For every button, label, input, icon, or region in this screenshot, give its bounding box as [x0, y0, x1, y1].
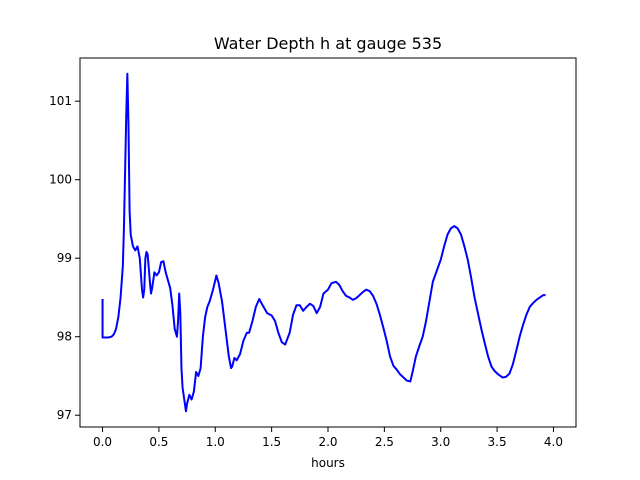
x-tick-label: 2.5	[375, 435, 394, 449]
x-tick-label: 1.5	[262, 435, 281, 449]
chart-title: Water Depth h at gauge 535	[214, 34, 442, 53]
x-tick-label: 0.0	[93, 435, 112, 449]
y-tick-label: 97	[57, 408, 72, 422]
x-axis-label: hours	[311, 456, 345, 470]
y-tick-label: 99	[57, 251, 72, 265]
x-tick-label: 3.5	[488, 435, 507, 449]
x-tick-label: 3.0	[431, 435, 450, 449]
x-tick-label: 4.0	[544, 435, 563, 449]
y-tick-label: 101	[49, 94, 72, 108]
plot-frame	[79, 57, 577, 428]
y-tick-label: 98	[57, 330, 72, 344]
axis-ticks-layer: 0.0 0.5 1.0 1.5 2.0 2.5 3.0 3.5 4.0 97 98 99 100 101	[49, 94, 563, 449]
x-tick-label: 2.0	[318, 435, 337, 449]
y-tick-label: 100	[49, 173, 72, 187]
series-line-0	[101, 72, 546, 413]
x-tick-label: 1.0	[206, 435, 225, 449]
x-tick-label: 0.5	[149, 435, 168, 449]
plot-data-layer	[101, 72, 546, 413]
